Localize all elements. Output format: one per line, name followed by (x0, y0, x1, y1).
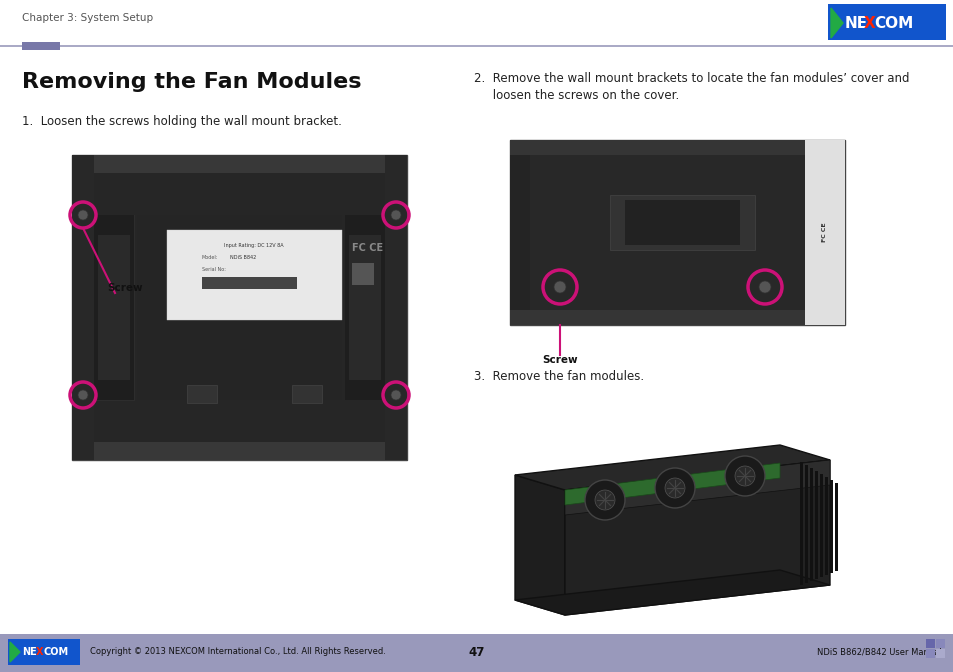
Text: 1.  Loosen the screws holding the wall mount bracket.: 1. Loosen the screws holding the wall mo… (22, 115, 341, 128)
Bar (8, 639, 80, 665)
Bar (925, 639, 934, 648)
Text: NDiS B862/B842 User Manual: NDiS B862/B842 User Manual (817, 648, 941, 657)
Text: NE: NE (844, 15, 867, 30)
Text: FC CE: FC CE (352, 243, 383, 253)
Bar (530, 155, 804, 310)
Bar (94, 173, 385, 442)
Polygon shape (834, 483, 837, 571)
Polygon shape (515, 570, 829, 615)
Polygon shape (564, 460, 829, 515)
Bar (385, 155, 407, 460)
Bar (292, 385, 322, 403)
Bar (167, 230, 341, 320)
Bar (935, 649, 944, 658)
Circle shape (584, 480, 624, 520)
Circle shape (664, 478, 684, 498)
Text: 3.  Remove the fan modules.: 3. Remove the fan modules. (474, 370, 643, 383)
Polygon shape (830, 8, 842, 38)
Bar (345, 215, 385, 400)
Bar (137, 215, 341, 400)
Text: Model:: Model: (202, 255, 218, 260)
Bar (202, 277, 296, 289)
Text: 2.  Remove the wall mount brackets to locate the fan modules’ cover and
     loo: 2. Remove the wall mount brackets to loc… (474, 72, 908, 102)
Bar (609, 195, 754, 250)
Text: X: X (863, 15, 875, 30)
Circle shape (78, 210, 88, 220)
Circle shape (391, 390, 400, 400)
Bar (804, 140, 844, 325)
Polygon shape (829, 480, 832, 573)
Circle shape (78, 390, 88, 400)
Circle shape (554, 281, 565, 293)
Polygon shape (820, 474, 822, 577)
Text: COM: COM (44, 647, 69, 657)
Text: Removing the Fan Modules: Removing the Fan Modules (22, 72, 361, 92)
Circle shape (655, 468, 695, 508)
Polygon shape (10, 642, 20, 662)
Bar (510, 140, 844, 155)
Polygon shape (804, 465, 807, 583)
Bar (71, 155, 94, 460)
Polygon shape (824, 477, 827, 575)
Polygon shape (800, 462, 802, 585)
Bar (510, 155, 530, 310)
Bar (352, 263, 374, 285)
Bar (94, 155, 385, 173)
Text: Copyright © 2013 NEXCOM International Co., Ltd. All Rights Reserved.: Copyright © 2013 NEXCOM International Co… (90, 648, 385, 657)
Bar (624, 200, 740, 245)
Bar (510, 310, 844, 325)
Bar (94, 215, 133, 400)
Bar (935, 639, 944, 648)
Text: Serial No:: Serial No: (202, 267, 226, 272)
Text: NDiS B842: NDiS B842 (230, 255, 256, 260)
Polygon shape (809, 468, 812, 581)
Bar (925, 649, 934, 658)
Circle shape (595, 490, 615, 510)
Text: FC CE: FC CE (821, 222, 826, 242)
Text: Chapter 3: System Setup: Chapter 3: System Setup (22, 13, 153, 23)
Text: NE: NE (22, 647, 37, 657)
Polygon shape (814, 471, 817, 579)
Circle shape (391, 210, 400, 220)
Text: X: X (36, 647, 44, 657)
Circle shape (734, 466, 754, 486)
Polygon shape (515, 475, 564, 615)
Bar (827, 4, 945, 40)
Text: Screw: Screw (541, 355, 578, 365)
Circle shape (724, 456, 764, 496)
Bar (187, 385, 216, 403)
Text: 47: 47 (468, 646, 485, 659)
Bar (490, 400, 879, 640)
Bar (94, 442, 385, 460)
Bar (94, 215, 133, 400)
Polygon shape (515, 445, 829, 490)
Text: COM: COM (873, 15, 912, 30)
Circle shape (759, 281, 770, 293)
Bar (98, 235, 130, 380)
Bar (349, 235, 380, 380)
Polygon shape (564, 463, 780, 505)
Bar (0, 634, 953, 672)
Text: Input Rating: DC 12V 8A: Input Rating: DC 12V 8A (224, 243, 283, 248)
Polygon shape (564, 460, 829, 615)
Bar (71, 155, 407, 460)
Bar (510, 140, 844, 325)
Text: Screw: Screw (107, 283, 143, 293)
Bar (22, 42, 60, 50)
